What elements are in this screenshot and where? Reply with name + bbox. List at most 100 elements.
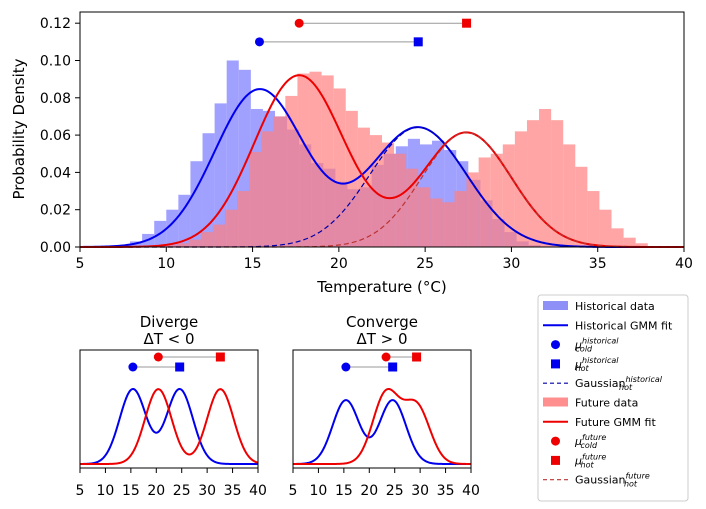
legend-label: Future data	[575, 397, 638, 410]
mu-cold-marker	[381, 352, 391, 362]
x-tick-label: 25	[173, 483, 191, 499]
legend-item-4: Gaussianhistorical hot	[543, 375, 663, 392]
diverge-x-ticks: 5 10 15 20 25 30 35 40	[76, 468, 267, 499]
future-hist-bar	[321, 75, 334, 247]
legend-label: Gaussianfuture hot	[575, 472, 650, 489]
mu-hot-marker	[412, 352, 422, 362]
future-hist-bar	[526, 120, 540, 247]
x-tick-label: 10	[310, 483, 328, 499]
converge-x-ticks: 5 10 15 20 25 30 35 40	[289, 468, 480, 499]
mu-cold-marker	[294, 18, 304, 28]
future-hist-bar	[563, 144, 576, 247]
future-hist-bar	[188, 239, 201, 247]
future-hist-bar	[635, 243, 648, 247]
x-tick-label: 35	[224, 483, 242, 499]
legend-swatch	[543, 301, 568, 310]
future-hist-bar	[394, 153, 407, 247]
main-x-ticks: 5 10 15 20 25 30 35 40	[76, 247, 693, 272]
future-hist-bar	[224, 209, 238, 247]
x-tick-label: 5	[76, 483, 85, 499]
x-tick-label: 25	[386, 483, 404, 499]
converge-historical-line	[292, 399, 471, 465]
x-tick-label: 5	[76, 256, 85, 272]
converge-subtitle: ΔT > 0	[356, 330, 407, 348]
future-hist-bar	[418, 187, 431, 247]
y-tick-label: 0.12	[40, 16, 71, 32]
legend-label: Gaussianhistorical hot	[575, 375, 663, 392]
x-tick-label: 15	[244, 256, 262, 272]
x-tick-label: 35	[437, 483, 455, 499]
y-tick-label: 0.02	[40, 203, 71, 219]
main-mean-markers	[254, 18, 472, 47]
main-x-axis-label: Temperature (°C)	[316, 278, 446, 296]
future-hist-bar	[237, 191, 250, 247]
converge-title: Converge	[346, 313, 418, 331]
x-tick-label: 15	[122, 483, 140, 499]
historical-hist-bar	[214, 103, 227, 247]
x-tick-label: 10	[157, 256, 175, 272]
x-tick-label: 20	[330, 256, 348, 272]
future-hist-bar	[297, 73, 310, 247]
legend-item-7: μfuture cold	[551, 433, 606, 450]
future-hist-bar	[164, 245, 177, 247]
legend-item-2: μhistorical cold	[551, 337, 619, 354]
y-tick-label: 0.10	[40, 53, 71, 69]
future-hist-bar	[514, 131, 527, 247]
future-hist-bar	[454, 191, 467, 247]
diverge-lines	[80, 388, 259, 465]
future-hist-bar	[502, 144, 515, 247]
future-hist-bar	[599, 209, 612, 247]
legend-label: μfuture hot	[574, 452, 606, 469]
legend-label: Historical data	[575, 300, 655, 313]
legend-item-5: Future data	[543, 397, 638, 410]
main-plot-frame	[79, 11, 685, 248]
x-tick-label: 30	[503, 256, 521, 272]
legend-item-6: Future GMM fit	[543, 416, 656, 429]
legend-swatch	[551, 436, 560, 446]
future-hist-bar	[249, 151, 262, 247]
future-hist-bar	[611, 228, 624, 247]
legend-label: Future GMM fit	[575, 416, 656, 429]
future-hist-bar	[285, 95, 298, 248]
legend-frame	[537, 294, 689, 502]
legend-swatch	[551, 340, 560, 350]
legend-item-3: μhistorical hot	[551, 356, 619, 373]
diverge-subtitle: ΔT < 0	[143, 330, 194, 348]
mu-hot-marker	[388, 362, 398, 372]
future-hist-bar	[357, 127, 370, 247]
x-tick-label: 15	[335, 483, 353, 499]
future-hist-bar	[575, 166, 588, 247]
future-hist-bar	[466, 172, 479, 247]
legend-item-0: Historical data	[543, 300, 655, 313]
future-hist-bar	[442, 202, 455, 247]
future-hist-bar	[200, 232, 213, 247]
future-hist-bar	[309, 71, 322, 248]
diverge-historical-line	[80, 388, 258, 465]
x-tick-label: 20	[147, 483, 165, 499]
legend-label: μfuture cold	[574, 433, 606, 450]
mu-hot-marker	[215, 352, 225, 362]
legend-label: Historical GMM fit	[575, 319, 673, 332]
mu-hot-marker	[175, 362, 185, 372]
diverge-future-line	[80, 388, 259, 465]
future-hist-bar	[261, 131, 274, 247]
historical-hist-bar	[226, 60, 239, 247]
future-hist-bar	[478, 157, 491, 247]
future-hist-bar	[273, 116, 286, 247]
historical-hist-bar	[202, 133, 215, 247]
y-tick-label: 0.06	[40, 128, 71, 144]
converge-lines	[292, 387, 471, 465]
future-hist-bar	[382, 142, 395, 247]
converge-future-line	[293, 387, 471, 465]
converge-plot-frame	[292, 349, 472, 469]
future-hist-bar	[176, 243, 189, 247]
future-hist-bar	[345, 110, 358, 247]
future-hist-bar	[623, 237, 636, 247]
legend-label: μhistorical hot	[574, 356, 619, 373]
future-hist-bar	[369, 135, 382, 247]
main-histograms	[117, 60, 648, 248]
x-tick-label: 30	[198, 483, 216, 499]
diverge-plot-frame	[79, 349, 259, 469]
legend-swatch	[551, 359, 560, 369]
